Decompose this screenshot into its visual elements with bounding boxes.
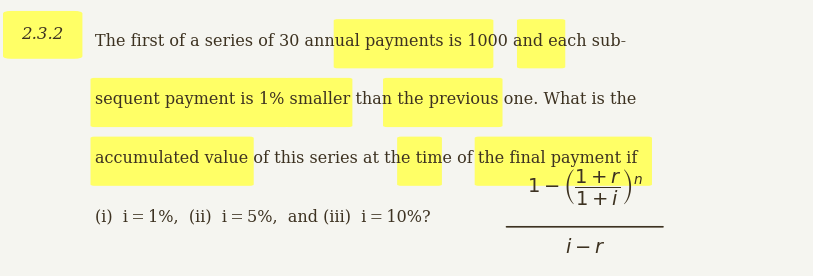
Text: $i-r$: $i-r$ <box>564 238 605 257</box>
Text: (i)  i = 1%,  (ii)  i = 5%,  and (iii)  i = 10%?: (i) i = 1%, (ii) i = 5%, and (iii) i = 1… <box>94 209 430 226</box>
FancyBboxPatch shape <box>383 78 502 127</box>
FancyBboxPatch shape <box>517 19 565 68</box>
Text: accumulated value of this series at the time of the final payment if: accumulated value of this series at the … <box>94 150 637 167</box>
Text: $1-\left(\dfrac{1+r}{1+i}\right)^{n}$: $1-\left(\dfrac{1+r}{1+i}\right)^{n}$ <box>527 167 642 207</box>
FancyBboxPatch shape <box>90 137 254 186</box>
Text: 2.3.2: 2.3.2 <box>21 26 64 43</box>
Text: The first of a series of 30 annual payments is 1000 and each sub-: The first of a series of 30 annual payme… <box>94 33 626 49</box>
FancyBboxPatch shape <box>397 137 442 186</box>
FancyBboxPatch shape <box>3 11 82 59</box>
FancyBboxPatch shape <box>90 78 289 127</box>
FancyBboxPatch shape <box>333 19 493 68</box>
FancyBboxPatch shape <box>285 78 352 127</box>
FancyBboxPatch shape <box>475 137 652 186</box>
Text: sequent payment is 1% smaller than the previous one. What is the: sequent payment is 1% smaller than the p… <box>94 91 636 108</box>
